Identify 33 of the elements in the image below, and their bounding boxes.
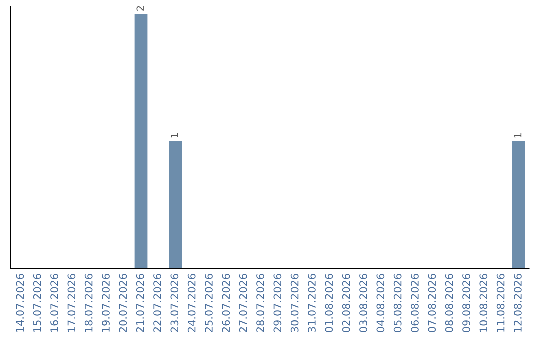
x-tick-label: 20.07.2026 bbox=[119, 274, 128, 332]
x-tick-label: 31.07.2026 bbox=[308, 274, 316, 332]
x-tick-label: 26.07.2026 bbox=[222, 274, 230, 332]
x-tick-label: 24.07.2026 bbox=[188, 274, 196, 332]
x-tick-label: 16.07.2026 bbox=[50, 274, 58, 332]
x-tick-label: 09.08.2026 bbox=[462, 274, 470, 332]
x-tick-label: 05.08.2026 bbox=[394, 274, 402, 332]
x-tick-label: 15.07.2026 bbox=[33, 274, 42, 332]
data-label: 1 bbox=[171, 133, 178, 138]
data-label: 1 bbox=[514, 133, 522, 138]
x-tick-label: 14.07.2026 bbox=[16, 274, 24, 332]
x-tick-label: 27.07.2026 bbox=[239, 274, 248, 332]
x-tick-label: 17.07.2026 bbox=[68, 274, 76, 332]
x-tick-label: 04.08.2026 bbox=[376, 274, 385, 332]
x-tick-label: 01.08.2026 bbox=[325, 274, 334, 332]
x-tick-label: 08.08.2026 bbox=[445, 274, 454, 332]
x-tick-label: 10.08.2026 bbox=[480, 274, 488, 332]
x-tick-label: 03.08.2026 bbox=[360, 274, 368, 332]
x-tick-label: 22.07.2026 bbox=[154, 274, 162, 332]
x-tick-label: 21.07.2026 bbox=[136, 274, 144, 332]
x-tick-label: 28.07.2026 bbox=[256, 274, 264, 332]
x-tick-label: 18.07.2026 bbox=[84, 274, 93, 332]
x-tick-label: 23.07.2026 bbox=[170, 274, 179, 332]
x-tick-label: 25.07.2026 bbox=[205, 274, 213, 332]
x-tick-label: 11.08.2026 bbox=[496, 274, 505, 332]
data-label: 2 bbox=[136, 6, 144, 11]
x-tick-label: 19.07.2026 bbox=[102, 274, 110, 332]
x-tick-label: 29.07.2026 bbox=[274, 274, 282, 332]
x-tick-label: 02.08.2026 bbox=[342, 274, 350, 332]
x-tick-label: 07.08.2026 bbox=[428, 274, 436, 332]
x-tick-label: 30.07.2026 bbox=[290, 274, 299, 332]
x-tick-label: 06.08.2026 bbox=[411, 274, 419, 332]
x-tick-label: 12.08.2026 bbox=[514, 274, 522, 332]
